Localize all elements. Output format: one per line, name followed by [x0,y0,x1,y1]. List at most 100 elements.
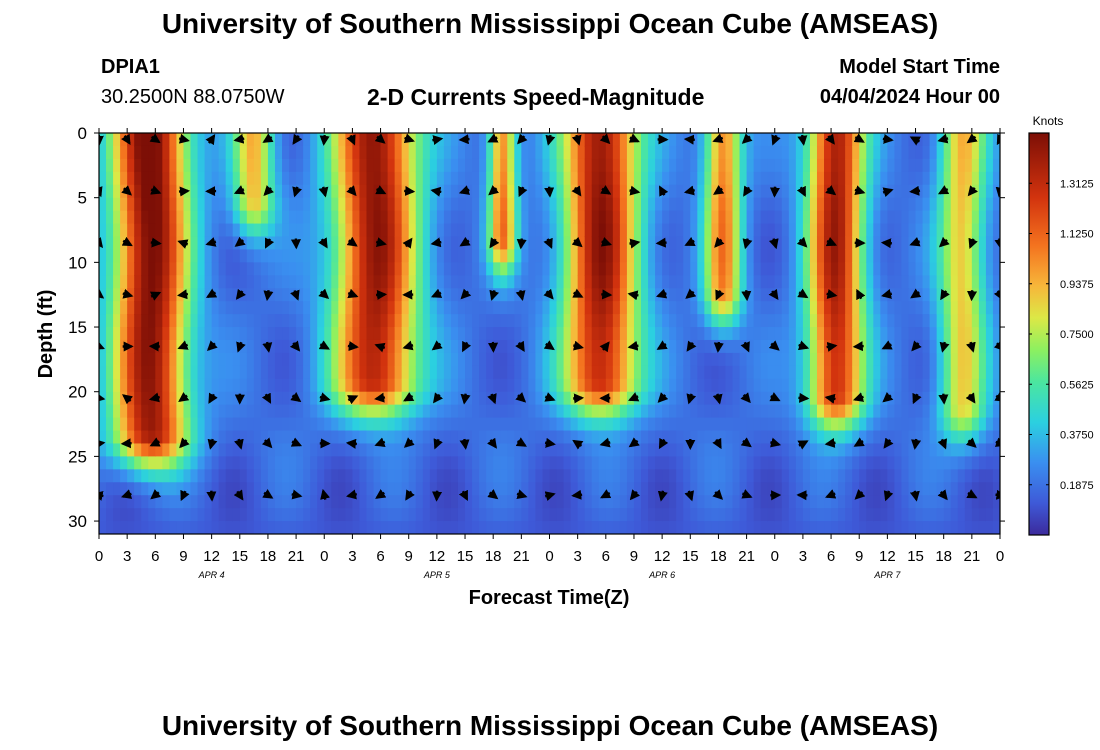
heatmap-cell [380,456,389,470]
heatmap-cell [99,262,107,276]
heatmap-cell [429,495,438,509]
heatmap-cell [894,365,903,380]
heatmap-cell [781,171,790,186]
heatmap-cell [598,262,607,276]
heatmap-cell [584,275,593,289]
heatmap-cell [739,275,748,289]
heatmap-cell [880,145,888,160]
heatmap-cell [282,184,290,199]
current-arrow [122,288,134,299]
heatmap-cell [324,236,332,251]
heatmap-cell [781,314,790,328]
heatmap-cell [718,352,727,367]
heatmap-cell [472,417,480,432]
heatmap-cell [267,482,276,496]
heatmap-cell [472,352,480,367]
heatmap-cell [753,314,762,328]
heatmap-cell [760,391,769,406]
heatmap-cell [422,417,431,432]
current-arrow [881,288,893,299]
heatmap-cell [662,456,670,470]
heatmap-cell [816,521,825,534]
heatmap-cell [816,158,825,173]
heatmap-cell [936,469,945,483]
heatmap-cell [106,430,114,445]
heatmap-cell [500,314,508,328]
heatmap-cell [493,262,501,276]
heatmap-cell [655,469,663,483]
heatmap-cell [225,327,234,341]
heatmap-cell [626,417,635,432]
heatmap-cell [873,314,881,328]
heatmap-cell [225,378,234,393]
heatmap-cell [985,262,994,276]
heatmap-cell [802,262,811,276]
heatmap-cell [732,197,741,212]
heatmap-cell [852,456,860,470]
heatmap-cell [450,508,459,522]
heatmap-cell [528,158,537,173]
heatmap-cell [824,327,832,341]
heatmap-cell [394,417,403,432]
heatmap-cell [704,210,712,225]
heatmap-cell [373,521,382,534]
heatmap-cell [310,327,318,341]
heatmap-cell [697,314,705,328]
current-arrow [487,133,499,143]
heatmap-cell [824,417,832,432]
heatmap-cell [225,301,234,315]
heatmap-cell [591,456,600,470]
heatmap-cell [859,443,867,457]
heatmap-cell [774,469,783,483]
heatmap-cell [345,145,354,160]
heatmap-cell [155,521,163,534]
heatmap-cell [563,391,572,406]
heatmap-cell [633,249,642,263]
heatmap-cell [831,365,839,380]
heatmap-cell [443,417,452,432]
heatmap-cell [169,482,178,496]
current-arrow [543,340,555,351]
heatmap-cell [225,184,234,199]
heatmap-cell [352,223,361,238]
current-arrow [685,288,697,299]
heatmap-cell [809,197,818,212]
heatmap-cell [113,210,121,225]
heatmap-cell [887,404,896,419]
heatmap-cell [802,352,811,367]
heatmap-cell [324,171,332,186]
heatmap-cell [450,158,459,173]
heatmap-cell [317,275,325,289]
heatmap-cell [267,210,276,225]
heatmap-cell [387,378,396,393]
heatmap-cell [408,301,417,315]
heatmap-cell [922,417,931,432]
current-arrow [882,187,894,198]
heatmap-cell [134,521,142,534]
heatmap-cell [310,443,318,457]
heatmap-cell [359,508,368,522]
current-arrow [487,489,499,500]
heatmap-cell [760,314,769,328]
heatmap-cell [366,133,375,147]
heatmap-cell [507,327,515,341]
heatmap-cell [415,430,424,445]
heatmap-cell [542,482,551,496]
heatmap-cell [197,378,206,393]
heatmap-cell [774,275,783,289]
heatmap-cell [873,288,881,302]
current-arrow [768,238,779,250]
heatmap-cell [964,404,973,419]
heatmap-cell [408,262,417,276]
heatmap-cell [500,145,508,160]
heatmap-cell [655,327,663,341]
heatmap-cell [429,352,438,367]
heatmap-cell [845,443,853,457]
heatmap-cell [746,456,755,470]
current-arrow [430,237,442,248]
heatmap-cell [436,158,445,173]
heatmap-cell [352,482,361,496]
current-arrow [346,134,356,146]
heatmap-cell [845,145,853,160]
heatmap-cell [563,249,572,263]
